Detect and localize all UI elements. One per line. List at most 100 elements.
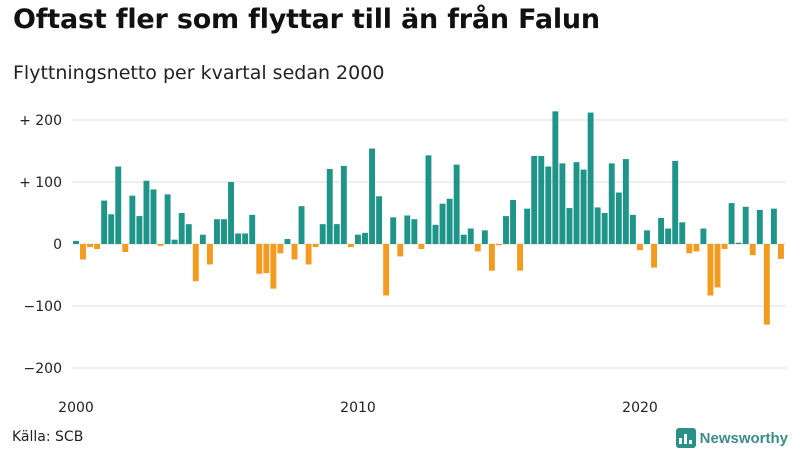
bar <box>136 216 143 244</box>
bar <box>73 240 79 244</box>
bar <box>488 244 495 271</box>
source-note: Källa: SCB <box>12 429 84 445</box>
bar <box>496 244 502 246</box>
bar <box>432 224 439 244</box>
bar <box>749 244 756 256</box>
bar <box>460 234 467 244</box>
bar <box>263 244 270 274</box>
bar <box>390 217 397 244</box>
x-tick-label: 2010 <box>340 400 376 416</box>
bar <box>404 215 411 244</box>
bar <box>298 206 305 244</box>
bar <box>510 199 516 244</box>
bar <box>608 163 615 244</box>
bar <box>467 228 474 244</box>
bar <box>587 112 594 244</box>
y-tick-label: −100 <box>24 299 62 315</box>
y-tick-label: 0 <box>53 237 62 253</box>
bar <box>235 233 242 244</box>
bar <box>474 244 481 252</box>
bar <box>644 230 650 244</box>
bar <box>763 244 770 325</box>
bar <box>672 160 679 244</box>
bar <box>658 217 665 244</box>
bar <box>778 244 784 259</box>
bar <box>284 239 291 244</box>
bar <box>242 233 249 244</box>
bar <box>651 244 657 268</box>
bar <box>714 244 721 288</box>
bar <box>439 203 446 244</box>
bar <box>397 244 404 257</box>
bar <box>545 166 552 244</box>
bar <box>552 111 559 244</box>
bar <box>615 192 622 244</box>
bar <box>249 214 256 244</box>
y-tick-label: + 100 <box>19 175 62 191</box>
brand-logo[interactable]: Newsworthy <box>675 428 788 448</box>
x-axis-tick-labels: 2000 2010 2020 <box>58 400 658 416</box>
bar <box>122 244 129 253</box>
bar <box>453 164 460 244</box>
bar <box>580 169 587 244</box>
bar <box>362 232 368 244</box>
bar <box>326 168 333 244</box>
bar <box>192 244 199 282</box>
chart-title: Oftast fler som flyttar till än från Fal… <box>13 4 600 35</box>
x-tick-label: 2020 <box>622 400 658 416</box>
bar <box>637 244 643 251</box>
x-tick-label: 2000 <box>58 400 94 416</box>
bar <box>686 244 693 254</box>
bar <box>178 213 185 244</box>
bar <box>601 213 608 244</box>
bar <box>355 234 361 244</box>
bar <box>369 148 375 244</box>
bar <box>700 228 707 244</box>
bar <box>538 155 545 244</box>
bar <box>214 219 220 244</box>
bar <box>425 155 432 244</box>
bar <box>319 224 326 244</box>
bar <box>721 244 728 249</box>
bar <box>728 203 735 244</box>
y-axis-tick-labels: + 200 + 100 0 −100 −200 <box>19 113 62 377</box>
brand-name: Newsworthy <box>699 429 788 447</box>
bar <box>481 230 488 244</box>
bar <box>376 196 383 244</box>
newsworthy-logo-icon <box>675 428 696 448</box>
bar <box>171 239 178 244</box>
bar <box>707 244 714 296</box>
bar <box>305 244 312 265</box>
bar <box>524 208 531 244</box>
bar <box>270 244 277 289</box>
bar <box>411 219 418 244</box>
bar <box>679 222 686 244</box>
bar <box>693 244 700 252</box>
bar <box>517 244 524 271</box>
bar <box>622 159 629 244</box>
bar <box>742 206 749 244</box>
bar <box>228 182 234 244</box>
bar <box>256 244 263 274</box>
bar <box>665 228 672 244</box>
bar <box>629 214 636 244</box>
chart-subtitle: Flyttningsnetto per kvartal sedan 2000 <box>13 62 385 84</box>
bar <box>770 208 777 244</box>
bar <box>150 189 157 244</box>
bar <box>418 244 425 249</box>
bar <box>573 162 580 244</box>
bar <box>446 198 453 244</box>
y-tick-label: −200 <box>24 361 62 377</box>
bar <box>503 216 509 244</box>
bar <box>559 163 566 244</box>
bar <box>185 224 192 244</box>
y-tick-label: + 200 <box>19 113 62 129</box>
bar <box>566 208 573 244</box>
bar <box>115 166 122 244</box>
bar <box>87 244 93 248</box>
bar <box>143 180 150 244</box>
bar <box>291 244 298 260</box>
bar <box>164 194 171 244</box>
bar <box>221 219 227 244</box>
